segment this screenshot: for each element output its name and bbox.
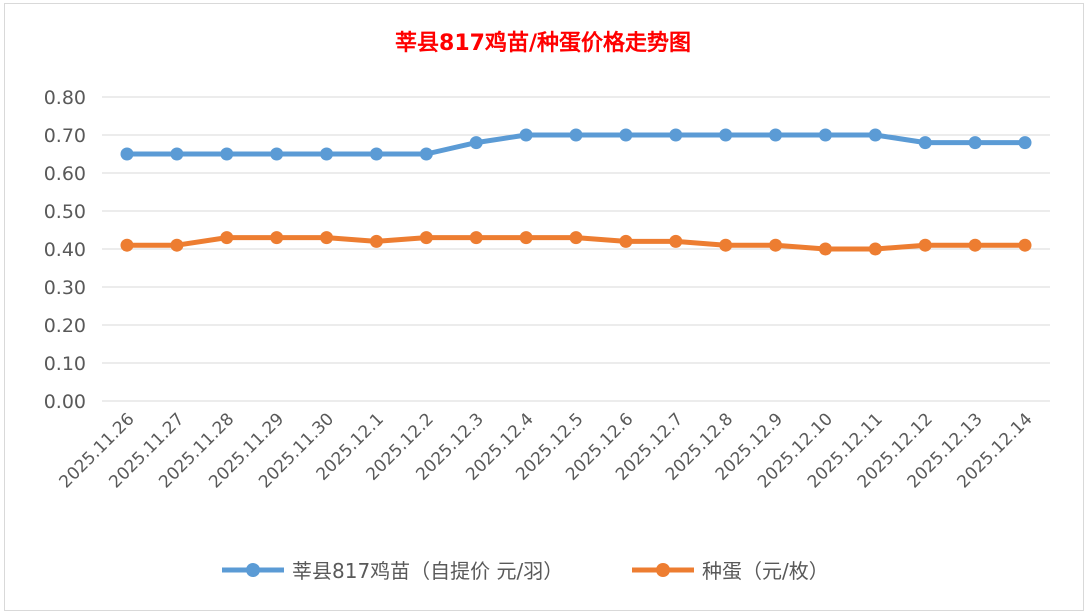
legend-marker [246,563,260,577]
data-point [818,128,832,142]
y-tick-label: 0.60 [44,163,86,185]
y-tick-label: 0.20 [44,315,86,337]
data-point [469,136,483,150]
data-point [170,238,184,252]
chart-title: 莘县817鸡苗/种蛋价格走势图 [395,30,691,56]
y-tick-label: 0.40 [44,239,86,261]
data-point [968,238,982,252]
data-point [270,147,284,161]
data-point [320,147,334,161]
data-point [1018,238,1032,252]
y-tick-label: 0.50 [44,201,86,223]
data-point [918,238,932,252]
legend-marker [656,563,670,577]
data-point [369,147,383,161]
legend-label: 种蛋（元/枚） [702,559,829,583]
data-point [619,128,633,142]
data-point [519,231,533,245]
y-tick-label: 0.30 [44,277,86,299]
data-point [868,128,882,142]
data-point [120,147,134,161]
data-point [769,128,783,142]
data-point [320,231,334,245]
data-point [519,128,533,142]
data-point [968,136,982,150]
data-point [1018,136,1032,150]
data-point [469,231,483,245]
data-point [120,238,134,252]
data-point [419,231,433,245]
data-point [170,147,184,161]
data-point [669,234,683,248]
y-tick-label: 0.00 [44,391,86,413]
data-point [569,128,583,142]
data-point [270,231,284,245]
y-tick-label: 0.70 [44,125,86,147]
y-tick-label: 0.10 [44,353,86,375]
data-point [569,231,583,245]
data-point [918,136,932,150]
data-point [619,234,633,248]
data-point [419,147,433,161]
data-point [719,238,733,252]
chart-frame [4,3,1084,611]
y-tick-label: 0.80 [44,87,86,109]
data-point [719,128,733,142]
data-point [818,242,832,256]
data-point [220,147,234,161]
data-point [669,128,683,142]
data-point [220,231,234,245]
data-point [369,234,383,248]
legend-label: 莘县817鸡苗（自提价 元/羽） [292,559,563,583]
data-point [769,238,783,252]
data-point [868,242,882,256]
